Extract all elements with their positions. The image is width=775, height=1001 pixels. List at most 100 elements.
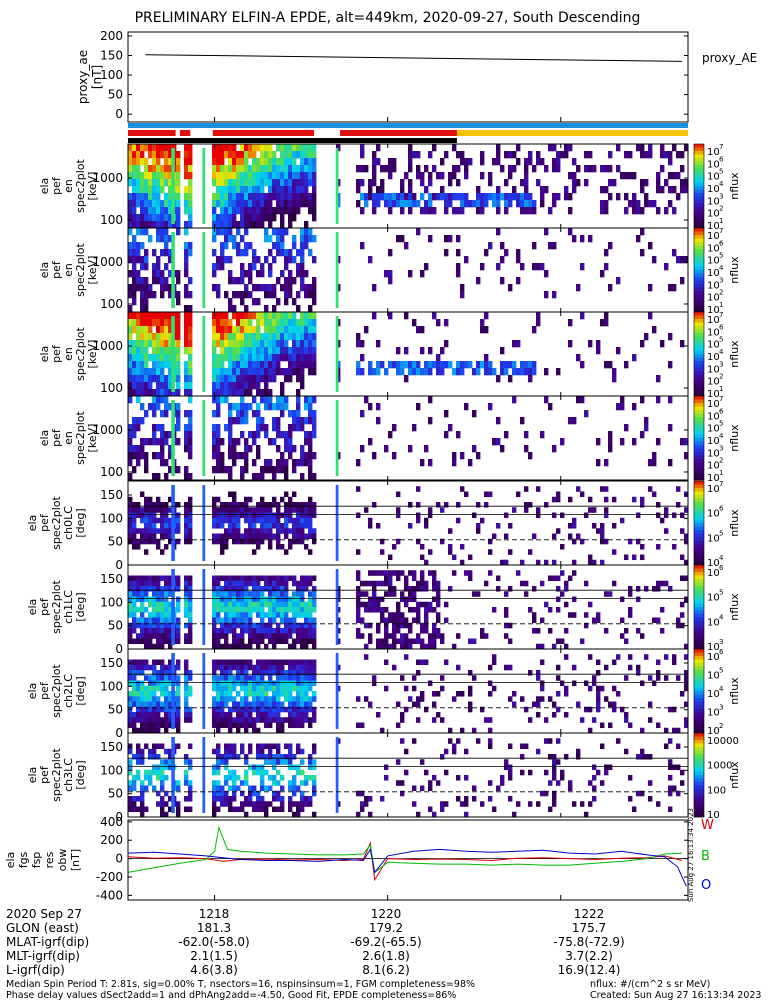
heatmap-cell [268, 586, 272, 592]
heatmap-cell [184, 438, 188, 445]
colorbar-tick-exponent: 5 [719, 420, 723, 428]
heatmap-cell [160, 597, 164, 603]
heatmap-cell [136, 270, 140, 277]
heatmap-cell [360, 179, 364, 186]
heatmap-cell [144, 193, 148, 200]
heatmap-cell [264, 340, 268, 347]
heatmap-cell [252, 549, 256, 555]
colorbar-cell [694, 228, 704, 232]
heatmap-cell [128, 744, 132, 750]
heatmap-cell [188, 597, 192, 603]
colorbar-cell [694, 298, 704, 302]
colorbar-cell [694, 618, 704, 622]
heatmap-cell [308, 158, 312, 165]
heatmap-cell [312, 502, 316, 508]
heatmap-cell [512, 702, 516, 708]
heatmap-cell [252, 513, 256, 519]
heatmap-cell [468, 686, 472, 692]
heatmap-cell [304, 319, 308, 326]
heatmap-cell [248, 612, 252, 618]
heatmap-cell [300, 686, 304, 692]
heatmap-cell [576, 486, 580, 492]
heatmap-cell [668, 151, 672, 158]
heatmap-cell [244, 466, 248, 473]
heatmap-cell [412, 576, 416, 582]
heatmap-cell [436, 628, 440, 634]
heatmap-cell [276, 612, 280, 618]
heatmap-cell [160, 340, 164, 347]
heatmap-cell [580, 396, 584, 403]
heatmap-cell [268, 581, 272, 587]
heatmap-cell [472, 445, 476, 452]
heatmap-cell [152, 696, 156, 702]
heatmap-cell [480, 361, 484, 368]
heatmap-cell [144, 333, 148, 340]
heatmap-cell [228, 403, 232, 410]
heatmap-cell [288, 502, 292, 508]
heatmap-cell [216, 179, 220, 186]
heatmap-cell [468, 702, 472, 708]
heatmap-cell [460, 291, 464, 298]
heatmap-cell [148, 165, 152, 172]
heatmap-cell [256, 207, 260, 214]
heatmap-cell [388, 193, 392, 200]
heatmap-cell [276, 200, 280, 207]
status-bar-yellow [457, 130, 688, 136]
heatmap-cell [160, 518, 164, 524]
heatmap-cell [212, 513, 216, 519]
heatmap-cell [260, 675, 264, 681]
heatmap-cell [596, 660, 600, 666]
heatmap-cell [140, 445, 144, 452]
heatmap-cell [184, 368, 188, 375]
heatmap-cell [680, 277, 684, 284]
heatmap-cell [148, 326, 152, 333]
heatmap-cell [436, 193, 440, 200]
heatmap-cell [652, 326, 656, 333]
heatmap-cell [140, 242, 144, 249]
heatmap-cell [144, 696, 148, 702]
heatmap-cell [188, 581, 192, 587]
heatmap-cell [248, 497, 252, 503]
heatmap-cell [456, 165, 460, 172]
heatmap-cell [268, 544, 272, 550]
heatmap-cell [308, 207, 312, 214]
heatmap-cell [176, 361, 180, 368]
heatmap-cell [244, 607, 248, 613]
heatmap-cell [280, 382, 284, 389]
heatmap-cell [660, 607, 664, 613]
heatmap-cell [144, 770, 148, 776]
heatmap-cell [184, 807, 188, 813]
heatmap-cell [140, 607, 144, 613]
heatmap-cell [292, 340, 296, 347]
heatmap-cell [248, 607, 252, 613]
heatmap-cell [156, 207, 160, 214]
heatmap-cell [160, 200, 164, 207]
heatmap-cell [468, 570, 472, 576]
heatmap-cell [500, 256, 504, 263]
heatmap-cell [252, 633, 256, 639]
heatmap-cell [252, 263, 256, 270]
heatmap-cell [648, 242, 652, 249]
heatmap-cell [360, 144, 364, 151]
heatmap-cell [356, 618, 360, 624]
heatmap-cell [140, 518, 144, 524]
heatmap-cell [248, 326, 252, 333]
heatmap-cell [212, 696, 216, 702]
heatmap-cell [636, 670, 640, 676]
heatmap-cell [136, 639, 140, 645]
heatmap-cell [260, 347, 264, 354]
heatmap-cell [164, 221, 168, 228]
heatmap-cell [176, 207, 180, 214]
colorbar-cell [694, 361, 704, 365]
heatmap-cell [252, 256, 256, 263]
heatmap-cell [244, 438, 248, 445]
heatmap-cell [624, 628, 628, 634]
heatmap-cell [248, 513, 252, 519]
heatmap-cell [408, 158, 412, 165]
heatmap-cell [440, 368, 444, 375]
heatmap-cell [456, 151, 460, 158]
heatmap-cell [156, 221, 160, 228]
heatmap-cell [296, 770, 300, 776]
heatmap-cell [148, 775, 152, 781]
heatmap-cell [140, 670, 144, 676]
